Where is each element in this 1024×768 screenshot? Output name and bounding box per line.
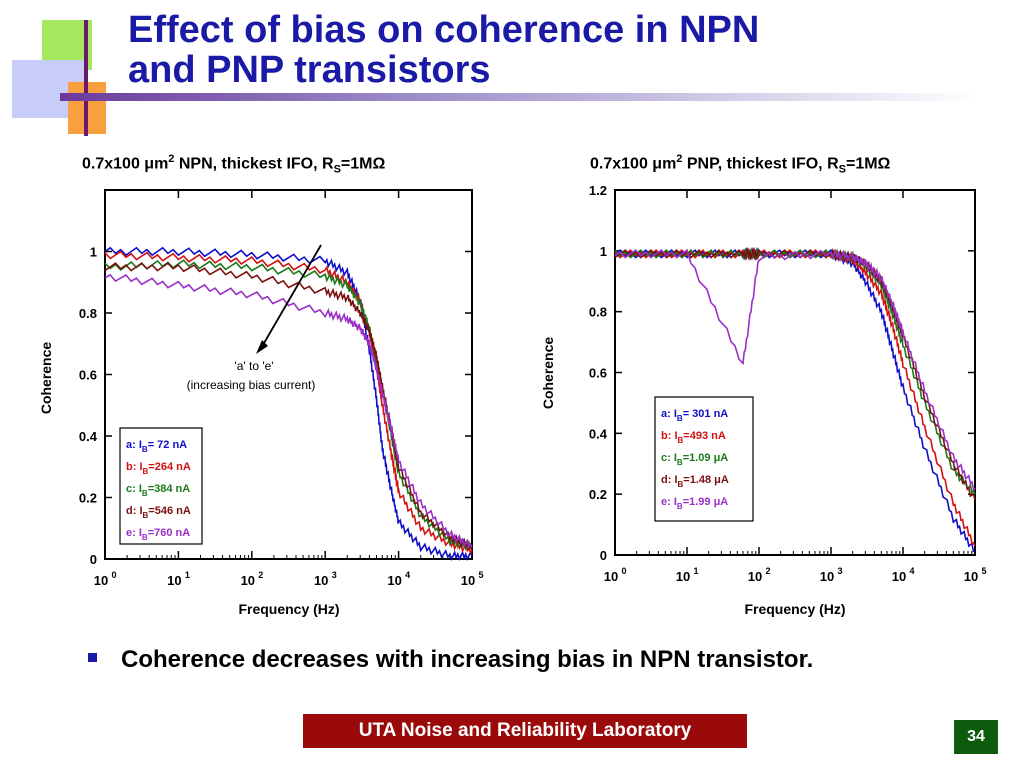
npn-series-e-line bbox=[104, 273, 473, 549]
pnp-ytick-label: 0.8 bbox=[589, 305, 607, 320]
pnp-legend-entry-a: a: IB= 301 nA bbox=[661, 408, 728, 423]
npn-series-d-line bbox=[104, 262, 473, 552]
pnp-x-axis-label: Frequency (Hz) bbox=[744, 601, 845, 617]
npn-xtick-label: 10 bbox=[387, 573, 401, 588]
npn-legend-box bbox=[119, 427, 203, 545]
npn-legend-entry-c: c: IB=384 nA bbox=[126, 483, 190, 498]
pnp-plot-area: 00.20.40.60.811.210 0 10 1 10 2 10 3 10 4 10 5a: IB… bbox=[589, 183, 987, 584]
npn-xtick-label: 10 bbox=[461, 573, 475, 588]
pnp-legend-entry-c: c: IB=1.09 μA bbox=[661, 452, 728, 467]
pnp-ytick-label: 1.2 bbox=[589, 183, 607, 198]
npn-title-sup: 2 bbox=[168, 153, 175, 165]
npn-xtick-exponent: 1 bbox=[185, 570, 190, 580]
pnp-ytick-label: 1 bbox=[600, 244, 607, 259]
decor-horizontal-fade bbox=[400, 93, 980, 101]
npn-xtick-exponent: 0 bbox=[111, 570, 116, 580]
pnp-series-b-line bbox=[614, 247, 976, 547]
pnp-ytick-label: 0 bbox=[600, 548, 607, 563]
pnp-xtick-label: 10 bbox=[748, 569, 762, 584]
pnp-xtick-label: 10 bbox=[604, 569, 618, 584]
npn-annotation-arrow-line bbox=[259, 244, 322, 351]
npn-xtick-exponent: 2 bbox=[258, 570, 263, 580]
slide-title: Effect of bias on coherence in NPN and P… bbox=[128, 10, 1008, 90]
npn-ytick-label: 0.4 bbox=[79, 429, 98, 444]
npn-legend-entry-a: a: IB= 72 nA bbox=[126, 439, 187, 454]
pnp-xtick-exponent: 0 bbox=[621, 566, 626, 576]
slide-title-line1: Effect of bias on coherence in NPN bbox=[128, 9, 760, 51]
npn-annotation-line2: (increasing bias current) bbox=[187, 378, 316, 392]
pnp-legend-entry-b: b: IB=493 nA bbox=[661, 430, 726, 445]
pnp-title-suffix: =1MΩ bbox=[845, 155, 891, 173]
pnp-ytick-label: 0.6 bbox=[589, 366, 607, 381]
npn-chart-title: 0.7x100 μm2 NPN, thickest IFO, RS=1MΩ bbox=[82, 153, 385, 176]
npn-legend-entry-e: e: IB=760 nA bbox=[126, 527, 190, 542]
decor-horizontal-bar bbox=[60, 93, 400, 101]
pnp-coherence-chart: 00.20.40.60.811.210 0 10 1 10 2 10 3 10 4 10 5a: IB… bbox=[540, 183, 987, 617]
pnp-xtick-exponent: 1 bbox=[693, 566, 698, 576]
npn-legend-entry-b: b: IB=264 nA bbox=[126, 461, 191, 476]
npn-ytick-label: 0 bbox=[90, 552, 97, 567]
pnp-legend-box bbox=[654, 396, 754, 522]
bullet-text: Coherence decreases with increasing bias… bbox=[121, 646, 814, 673]
npn-x-axis-label: Frequency (Hz) bbox=[238, 601, 339, 617]
npn-y-axis-label: Coherence bbox=[38, 342, 54, 415]
pnp-xtick-exponent: 3 bbox=[837, 566, 842, 576]
npn-xtick-label: 10 bbox=[241, 573, 255, 588]
pnp-chart-title: 0.7x100 μm2 PNP, thickest IFO, RS=1MΩ bbox=[590, 153, 890, 176]
pnp-xtick-exponent: 2 bbox=[765, 566, 770, 576]
pnp-title-sup: 2 bbox=[676, 153, 683, 165]
npn-xtick-exponent: 3 bbox=[332, 570, 337, 580]
pnp-y-axis-label: Coherence bbox=[540, 337, 556, 410]
npn-series-a-line bbox=[104, 246, 473, 562]
npn-title-sub: S bbox=[333, 163, 341, 176]
pnp-xtick-exponent: 4 bbox=[909, 566, 914, 576]
footer-lab-name: UTA Noise and Reliability Laboratory bbox=[303, 714, 747, 748]
npn-ytick-label: 0.6 bbox=[79, 368, 97, 383]
npn-xtick-label: 10 bbox=[314, 573, 328, 588]
npn-xtick-exponent: 4 bbox=[405, 570, 410, 580]
pnp-title-sub: S bbox=[838, 163, 846, 176]
pnp-xtick-label: 10 bbox=[964, 569, 978, 584]
pnp-xtick-exponent: 5 bbox=[981, 566, 986, 576]
npn-ytick-label: 1 bbox=[90, 245, 97, 260]
npn-xtick-label: 10 bbox=[94, 573, 108, 588]
npn-title-mid: NPN, thickest IFO, R bbox=[174, 155, 334, 173]
npn-xtick-label: 10 bbox=[167, 573, 181, 588]
npn-xtick-exponent: 5 bbox=[478, 570, 483, 580]
pnp-ytick-label: 0.2 bbox=[589, 487, 607, 502]
pnp-xtick-label: 10 bbox=[676, 569, 690, 584]
npn-ytick-label: 0.2 bbox=[79, 491, 97, 506]
npn-ytick-label: 0.8 bbox=[79, 306, 97, 321]
pnp-xtick-label: 10 bbox=[820, 569, 834, 584]
decor-vertical-bar bbox=[84, 20, 88, 136]
pnp-legend-entry-e: e: IB=1.99 μA bbox=[661, 496, 728, 511]
pnp-legend-entry-d: d: IB=1.48 μA bbox=[661, 474, 729, 489]
bullet-point: Coherence decreases with increasing bias… bbox=[88, 646, 813, 674]
npn-legend-entry-d: d: IB=546 nA bbox=[126, 505, 191, 520]
pnp-ytick-label: 0.4 bbox=[589, 426, 608, 441]
slide-title-line2: and PNP transistors bbox=[128, 49, 491, 91]
bullet-square-icon bbox=[88, 653, 97, 663]
npn-title-suffix: =1MΩ bbox=[340, 155, 386, 173]
npn-annotation-line1: 'a' to 'e' bbox=[234, 359, 273, 373]
pnp-xtick-label: 10 bbox=[892, 569, 906, 584]
pnp-title-mid: PNP, thickest IFO, R bbox=[682, 155, 839, 173]
npn-title-prefix: 0.7x100 μm bbox=[82, 155, 169, 173]
page-number: 34 bbox=[954, 720, 998, 754]
npn-annotation-arrow-head bbox=[256, 340, 268, 354]
pnp-series-e-line bbox=[614, 248, 976, 492]
pnp-title-prefix: 0.7x100 μm bbox=[590, 155, 677, 173]
